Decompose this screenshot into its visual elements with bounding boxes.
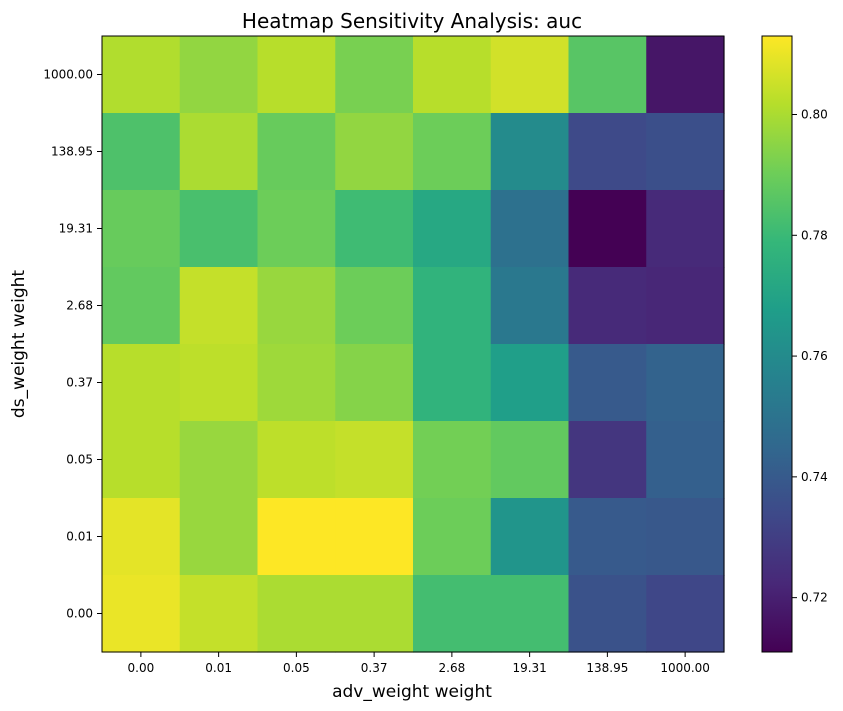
y-tick-label: 0.01 xyxy=(66,530,93,544)
heatmap-cell xyxy=(102,113,181,191)
heatmap-cell xyxy=(179,36,259,114)
heatmap-cell xyxy=(179,498,259,576)
heatmap-cell xyxy=(102,344,181,422)
heatmap-cell xyxy=(179,113,259,191)
heatmap-cell xyxy=(179,421,259,499)
heatmap-cell xyxy=(102,421,181,499)
x-tick-label: 0.37 xyxy=(361,661,388,675)
heatmap-cell xyxy=(335,267,414,345)
heatmap-cell xyxy=(413,267,492,345)
heatmap-cell xyxy=(335,113,414,191)
heatmap-cell xyxy=(490,267,570,345)
heatmap-cell xyxy=(490,421,570,499)
heatmap-cell xyxy=(335,36,414,114)
y-tick-label: 19.31 xyxy=(59,222,93,236)
colorbar-ticks: 0.72 0.74 0.76 0.78 0.80 xyxy=(792,108,828,605)
heatmap-cell xyxy=(490,36,570,114)
heatmap-cell xyxy=(568,190,647,268)
heatmap-cell xyxy=(568,267,647,345)
x-axis-label: adv_weight weight xyxy=(332,682,492,702)
heatmap-cell xyxy=(490,190,570,268)
heatmap-cell xyxy=(257,498,336,576)
y-axis-label: ds_weight weight xyxy=(9,270,29,419)
heatmap-cell xyxy=(179,190,259,268)
y-tick-label: 2.68 xyxy=(66,299,93,313)
heatmap-cell xyxy=(646,113,725,191)
heatmap-cell xyxy=(490,344,570,422)
x-tick-label: 0.01 xyxy=(205,661,232,675)
heatmap-cell xyxy=(568,421,647,499)
x-tick-label: 1000.00 xyxy=(660,661,710,675)
y-tick-label: 0.00 xyxy=(66,607,93,621)
heatmap-cell xyxy=(646,36,725,114)
heatmap-cell xyxy=(257,421,336,499)
y-tick-label: 0.05 xyxy=(66,453,93,467)
heatmap-cell xyxy=(413,421,492,499)
heatmap-cell xyxy=(335,344,414,422)
heatmap-cell xyxy=(413,190,492,268)
heatmap-cell xyxy=(568,113,647,191)
heatmap-cell xyxy=(490,575,570,653)
colorbar-tick-label: 0.78 xyxy=(801,228,828,242)
x-axis-ticks: 0.00 0.01 0.05 0.37 2.68 19.31 138.95 1000.00 xyxy=(128,652,710,675)
heatmap-cell xyxy=(413,575,492,653)
heatmap-cell xyxy=(102,190,181,268)
x-tick-label: 2.68 xyxy=(439,661,466,675)
y-tick-label: 138.95 xyxy=(51,145,93,159)
heatmap-cell xyxy=(646,421,725,499)
heatmap-cell xyxy=(257,575,336,653)
heatmap-cell xyxy=(335,421,414,499)
heatmap-cell xyxy=(646,267,725,345)
heatmap-cell xyxy=(257,267,336,345)
heatmap-cell xyxy=(413,498,492,576)
x-tick-label: 0.00 xyxy=(128,661,155,675)
heatmap-cells xyxy=(102,36,725,653)
heatmap-cell xyxy=(335,575,414,653)
heatmap-cell xyxy=(413,113,492,191)
heatmap-cell xyxy=(257,113,336,191)
heatmap-cell xyxy=(179,344,259,422)
colorbar-tick-label: 0.74 xyxy=(801,470,828,484)
heatmap-cell xyxy=(413,344,492,422)
heatmap-cell xyxy=(102,36,181,114)
colorbar-tick-label: 0.76 xyxy=(801,349,828,363)
heatmap-cell xyxy=(490,113,570,191)
heatmap-cell xyxy=(413,36,492,114)
heatmap-cell xyxy=(335,498,414,576)
heatmap-cell xyxy=(646,575,725,653)
x-tick-label: 19.31 xyxy=(512,661,546,675)
heatmap-cell xyxy=(102,267,181,345)
x-tick-label: 0.05 xyxy=(283,661,310,675)
colorbar xyxy=(761,35,793,653)
heatmap-cell xyxy=(568,36,647,114)
y-tick-label: 0.37 xyxy=(66,376,93,390)
heatmap-cell xyxy=(102,575,181,653)
heatmap-cell xyxy=(646,190,725,268)
heatmap-cell xyxy=(257,344,336,422)
heatmap-cell xyxy=(568,498,647,576)
chart-title: Heatmap Sensitivity Analysis: auc xyxy=(242,9,582,33)
heatmap-cell xyxy=(257,36,336,114)
y-tick-label: 1000.00 xyxy=(43,68,93,82)
heatmap-cell xyxy=(568,575,647,653)
heatmap-cell xyxy=(568,344,647,422)
x-tick-label: 138.95 xyxy=(586,661,628,675)
heatmap-cell xyxy=(179,267,259,345)
colorbar-tick-label: 0.72 xyxy=(801,591,828,605)
heatmap-cell xyxy=(257,190,336,268)
heatmap-cell xyxy=(646,498,725,576)
y-axis-ticks: 1000.00 138.95 19.31 2.68 0.37 0.05 0.01 0.00 xyxy=(43,68,102,621)
heatmap-cell xyxy=(646,344,725,422)
colorbar-tick-label: 0.80 xyxy=(801,108,828,122)
heatmap-cell xyxy=(490,498,570,576)
heatmap-cell xyxy=(335,190,414,268)
plot-frame xyxy=(101,35,725,653)
heatmap-cell xyxy=(179,575,259,653)
heatmap-cell xyxy=(102,498,181,576)
